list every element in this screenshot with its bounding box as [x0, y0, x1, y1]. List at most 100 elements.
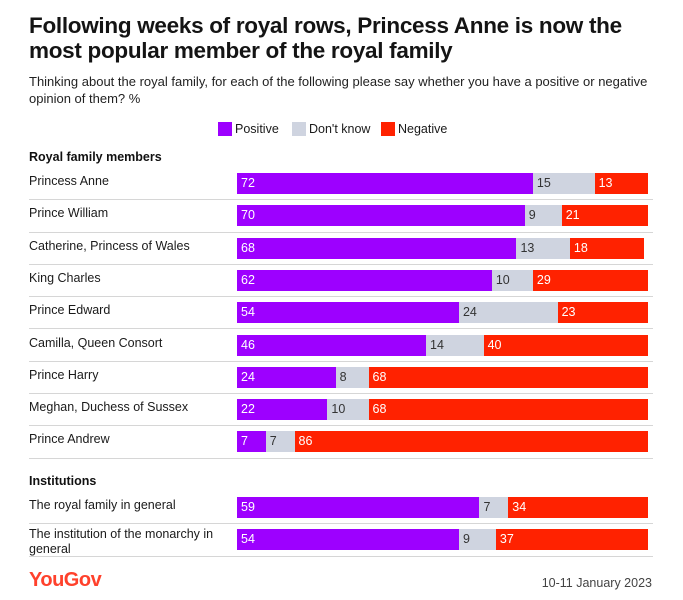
- bar-segment-negative: 40: [483, 334, 648, 356]
- data-label-positive: 54: [241, 532, 255, 547]
- data-label-dont-know: 7: [483, 500, 491, 514]
- row-label: Prince William: [29, 206, 109, 221]
- row-separator: [29, 199, 653, 201]
- data-label-positive: 59: [241, 500, 255, 514]
- data-label-negative: 29: [536, 272, 551, 287]
- bar-segment-positive: 59: [237, 497, 480, 518]
- row-separator: [29, 328, 653, 330]
- data-label-positive: 54: [241, 305, 255, 320]
- row-separator: [29, 425, 653, 427]
- data-label-positive: 7: [241, 434, 248, 449]
- data-label-dont-know: 15: [536, 176, 551, 190]
- bar-segment-dont-know: 24: [458, 302, 558, 324]
- bar-segment-positive: 70: [237, 205, 525, 227]
- data-label-negative: 13: [598, 176, 613, 190]
- section-title-royal-family-members: Royal family members: [29, 150, 162, 164]
- row-label: The royal family in general: [29, 498, 176, 512]
- stacked-bar: 7 7 86: [237, 431, 648, 453]
- data-label-positive: 62: [241, 272, 255, 287]
- stacked-bar: 68 13 18: [237, 237, 648, 259]
- bar-row-prince-harry: Prince Harry 24 8 68: [29, 362, 653, 395]
- bar-segment-dont-know: 7: [265, 431, 295, 453]
- bar-segment-dont-know: 9: [524, 205, 562, 227]
- data-label-negative: 68: [372, 369, 387, 384]
- bar-segment-positive: 7: [237, 431, 266, 453]
- row-label: Prince Andrew: [29, 432, 110, 447]
- row-separator: [29, 457, 653, 459]
- bar-segment-negative: 68: [368, 399, 648, 421]
- legend-label-negative: Negative: [398, 122, 448, 136]
- data-label-positive: 22: [241, 402, 255, 417]
- bar-segment-dont-know: 10: [491, 269, 533, 291]
- bar-row-prince-edward: Prince Edward 54 24 23: [29, 297, 653, 330]
- stacked-bar: 70 9 21: [237, 205, 648, 227]
- data-label-dont-know: 14: [430, 337, 444, 352]
- data-label-dont-know: 9: [462, 532, 470, 547]
- data-label-dont-know: 13: [520, 240, 535, 255]
- bar-segment-negative: 68: [368, 366, 648, 388]
- data-label-negative: 23: [561, 305, 576, 320]
- bar-segment-positive: 22: [237, 399, 328, 421]
- bar-row-the-institution-of-the-monarchy-in-general: The institution of the monarchy in gener…: [29, 524, 653, 557]
- bar-segment-dont-know: 7: [479, 497, 509, 518]
- row-label: Camilla, Queen Consort: [29, 335, 163, 350]
- stacked-bar: 46 14 40: [237, 334, 648, 356]
- stacked-bar: 54 9 37: [237, 529, 648, 551]
- bar-segment-positive: 54: [237, 529, 459, 551]
- bar-segment-negative: 29: [532, 269, 648, 291]
- bar-segment-dont-know: 9: [458, 529, 496, 551]
- data-label-positive: 24: [241, 369, 255, 384]
- stacked-bar: 62 10 29: [237, 269, 648, 291]
- bar-segment-dont-know: 8: [335, 366, 369, 388]
- stacked-bar: 72 15 13: [237, 173, 648, 194]
- chart-title: Following weeks of royal rows, Princess …: [29, 13, 622, 63]
- data-label-positive: 46: [241, 337, 255, 352]
- data-label-negative: 34: [512, 500, 527, 514]
- data-label-negative: 21: [565, 208, 580, 223]
- data-label-negative: 40: [487, 337, 502, 352]
- stacked-bar: 22 10 68: [237, 399, 648, 421]
- bar-row-prince-andrew: Prince Andrew 7 7 86: [29, 426, 653, 459]
- bar-segment-dont-know: 13: [516, 237, 570, 259]
- bar-segment-dont-know: 10: [327, 399, 369, 421]
- bar-row-catherine-princess-of-wales: Catherine, Princess of Wales 68 13 18: [29, 233, 653, 265]
- row-separator: [29, 296, 653, 298]
- bar-row-prince-william: Prince William 70 9 21: [29, 200, 653, 233]
- data-label-dont-know: 8: [339, 369, 347, 384]
- bar-segment-positive: 46: [237, 334, 427, 356]
- row-separator: [29, 263, 653, 265]
- data-label-dont-know: 10: [495, 272, 510, 287]
- bar-segment-negative: 18: [569, 237, 644, 259]
- data-label-negative: 37: [499, 532, 514, 547]
- bar-segment-negative: 21: [561, 205, 648, 227]
- bar-segment-negative: 37: [495, 529, 648, 551]
- data-label-negative: 18: [573, 240, 588, 255]
- stacked-bar: 24 8 68: [237, 366, 648, 388]
- row-label: King Charles: [29, 270, 101, 285]
- bar-row-camilla-queen-consort: Camilla, Queen Consort 46 14 40: [29, 330, 653, 362]
- data-label-negative: 86: [298, 434, 313, 449]
- legend-label-dont-know: Don't know: [309, 122, 371, 136]
- data-label-dont-know: 9: [528, 208, 536, 223]
- bar-row-the-royal-family-in-general: The royal family in general 59 7 34: [29, 492, 653, 525]
- bar-segment-dont-know: 14: [426, 334, 484, 356]
- row-label: Princess Anne: [29, 174, 109, 188]
- legend-label-positive: Positive: [235, 122, 279, 136]
- legend-swatch-dont-know: [292, 122, 306, 136]
- row-label: Prince Harry: [29, 367, 99, 382]
- fieldwork-date: 10-11 January 2023: [541, 576, 652, 590]
- row-label: Prince Edward: [29, 303, 111, 318]
- bar-segment-dont-know: 15: [532, 173, 595, 194]
- bar-segment-positive: 24: [237, 366, 336, 388]
- bar-segment-negative: 23: [557, 302, 648, 324]
- chart-subtitle: Thinking about the royal family, for eac…: [29, 74, 648, 106]
- bar-segment-positive: 68: [237, 237, 517, 259]
- bar-segment-negative: 13: [594, 173, 648, 194]
- stacked-bar: 54 24 23: [237, 302, 648, 324]
- bar-segment-positive: 62: [237, 269, 492, 291]
- stacked-bar: 59 7 34: [237, 497, 648, 518]
- row-separator: [29, 393, 653, 395]
- bar-row-meghan-duchess-of-sussex: Meghan, Duchess of Sussex 22 10 68: [29, 394, 653, 427]
- yougov-logo: YouGov: [29, 569, 102, 591]
- data-label-positive: 70: [241, 208, 255, 223]
